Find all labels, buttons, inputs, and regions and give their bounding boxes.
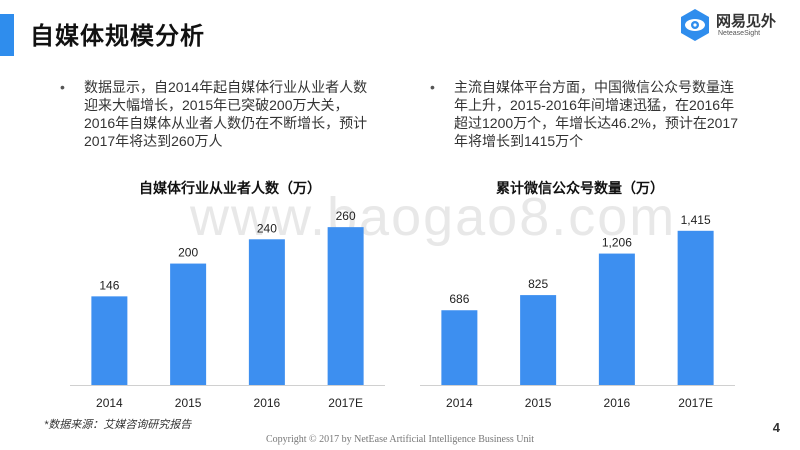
- x-tick-label: 2016: [604, 396, 631, 410]
- bar-2014: [441, 310, 478, 385]
- bar-value-label: 146: [99, 278, 119, 292]
- bar-2015: [170, 263, 207, 385]
- x-tick-label: 2016: [254, 396, 281, 410]
- bar-value-label: 1,206: [602, 236, 632, 250]
- bar-2016: [598, 253, 635, 385]
- bar-value-label: 240: [257, 221, 277, 235]
- bar-value-label: 260: [336, 209, 356, 223]
- chart-title-right: 累计微信公众号数量（万）: [496, 180, 664, 196]
- bar-2015: [520, 295, 557, 385]
- bar-value-label: 825: [528, 277, 548, 291]
- bar-2016: [248, 239, 285, 385]
- copyright-text: Copyright © 2017 by NetEase Artificial I…: [265, 434, 535, 445]
- bar-2017E: [327, 227, 364, 385]
- logo-subtitle: NeteaseSight: [718, 30, 761, 37]
- x-tick-label: 2017E: [328, 396, 363, 410]
- bullet-dot: •: [60, 79, 65, 95]
- brand-logo: 网易见外 NeteaseSight: [678, 6, 788, 44]
- bar-2017E: [677, 230, 714, 385]
- x-tick-label: 2015: [525, 396, 552, 410]
- chart-title-left: 自媒体行业从业者人数（万）: [139, 180, 321, 196]
- chart-right: 686 2014 825 2015 1,206 2016 1,415 2017E: [420, 213, 735, 410]
- data-source-note: *数据来源：艾媒咨询研究报告: [44, 419, 192, 431]
- title-accent-bar: [0, 14, 14, 56]
- x-tick-label: 2015: [175, 396, 202, 410]
- bullet-left: • 数据显示，自2014年起自媒体行业从业者人数迎来大幅增长，2015年已突破2…: [60, 78, 374, 150]
- logo-name: 网易见外: [716, 13, 777, 30]
- bar-value-label: 1,415: [681, 213, 711, 227]
- chart-left: 146 2014 200 2015 240 2016 260 2017E: [70, 209, 385, 410]
- bar-2014: [91, 296, 128, 385]
- bar-value-label: 200: [178, 246, 198, 260]
- page-number: 4: [772, 420, 780, 435]
- x-tick-label: 2014: [96, 396, 123, 410]
- bullet-dot: •: [430, 79, 435, 95]
- x-tick-label: 2014: [446, 396, 473, 410]
- x-tick-label: 2017E: [678, 396, 713, 410]
- bullet-right: • 主流自媒体平台方面，中国微信公众号数量连年上升，2015-2016年间增速迅…: [430, 78, 744, 150]
- page-title: 自媒体规模分析: [30, 23, 205, 50]
- bullet-left-text: 数据显示，自2014年起自媒体行业从业者人数迎来大幅增长，2015年已突破200…: [84, 79, 368, 149]
- watermark: www.baogao8.com: [190, 187, 677, 247]
- eye-icon: [681, 9, 709, 41]
- bullet-right-text: 主流自媒体平台方面，中国微信公众号数量连年上升，2015-2016年间增速迅猛，…: [454, 79, 738, 149]
- bar-value-label: 686: [449, 292, 469, 306]
